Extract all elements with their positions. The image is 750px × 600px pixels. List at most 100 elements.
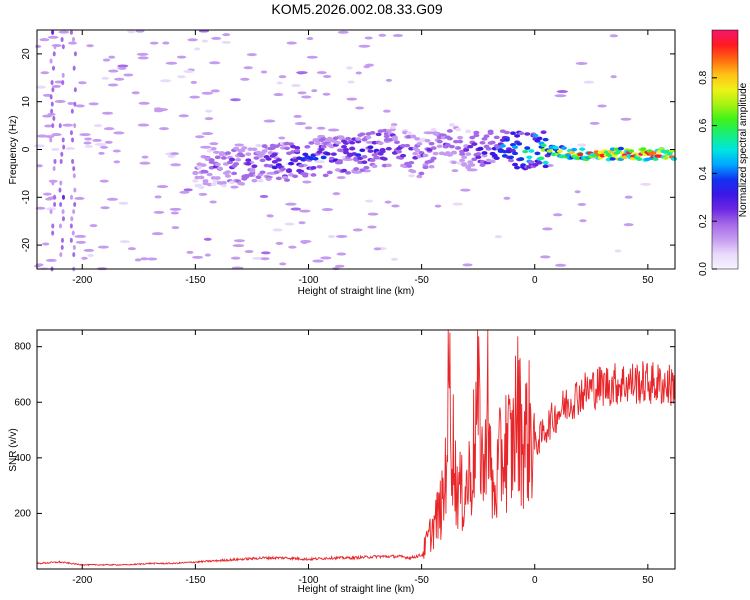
spectrogram-cell [422,165,429,170]
spectrogram-cell [493,156,500,160]
spectrogram-cell [51,147,60,151]
spectrogram-cell [320,256,332,260]
spectrogram-cell [35,263,44,267]
snr-panel: -200 -150 -100 -50 0 50 200 400 600 800 Height o… [8,329,676,595]
spectrogram-cell [53,44,57,50]
snr-plot-area [37,330,675,569]
spectrogram-cell [341,144,348,149]
spectrogram-cell [53,194,57,200]
spectrogram-cell [475,152,482,156]
spectrogram-cell [355,106,365,110]
spectrogram-cell [485,147,492,151]
spectrogram-cell [68,41,77,45]
spectrogram-cell [460,188,471,192]
spectrogram-cell [479,140,486,145]
spectrogram-cell [564,153,571,157]
spectrogram-cell [296,71,308,75]
spectrogram-cell [134,258,142,262]
spectrogram-cell [58,187,62,193]
spectrogram-cell [49,94,53,100]
spectrogram-cell [127,247,136,251]
spectrogram-cell [220,183,227,188]
spectrogram-cell [74,196,85,200]
spectrogram-cell [365,199,374,203]
spectrogram-cell [346,66,353,70]
spectrogram-cell [320,144,327,149]
spectrogram-cell [312,259,324,263]
snr-ylabel: SNR (v/v) [8,428,19,471]
spectrogram-cell [514,134,521,138]
spectrogram-cell [138,101,150,105]
spectrogram-cell [448,123,455,127]
snr-ytick-label: 400 [14,453,31,464]
spectrogram-cell [60,37,64,43]
spectrogram-cell [355,139,362,144]
spectrogram-cell [336,176,346,180]
spectrogram-cell [312,156,319,161]
spectrogram-cell [59,252,63,258]
spectrogram-cell [335,234,348,238]
spectrogram-cell [93,124,103,128]
spectrogram-cell [266,214,274,218]
spectrogram-cell [233,162,240,166]
spectrogram-cell [310,173,317,177]
spectrogram-cell [342,157,354,161]
spectrogram-cell [224,151,231,155]
spectrogram-cell [371,164,378,168]
spectrogram-cell [245,162,252,166]
spectrogram-cell [204,117,214,121]
spectrogram-cell [412,151,419,156]
spectrogram-cell [317,134,326,138]
spectrogram-cell [33,144,45,148]
spectrogram-cell [367,149,374,153]
spectrogram-cell [369,158,376,163]
spectrogram-cell [220,180,227,185]
spectrogram-cell [62,144,66,150]
spectrogram-cell [294,146,301,150]
spectrogram-cell [196,165,203,169]
spectrogram-cell [233,146,240,151]
spectrogram-ytick-label: 10 [21,96,32,108]
spectrogram-cell [385,146,392,151]
spectrogram-cell [230,256,241,260]
spectrogram-cell [556,149,563,154]
spectrogram-cell [257,154,264,158]
spectrogram-cell [156,185,169,189]
spectrogram-cell [249,167,256,171]
spectrogram-cell [230,98,241,102]
spectrogram-cell [379,149,386,154]
spectrogram-cell [45,197,53,201]
spectrogram-xtick-label: -100 [298,275,318,286]
spectrogram-cell [378,33,387,37]
spectrogram-cell [457,135,464,140]
spectrogram-cell [475,155,482,159]
spectrogram-cell [332,192,341,196]
spectrogram-cell [463,148,470,152]
spectrogram-cell [241,146,248,150]
spectrogram-cell [235,157,242,162]
spectrogram-cell [239,153,246,158]
spectrogram-cell [499,144,506,148]
spectrogram-cell [255,175,262,180]
spectrogram-cell [113,131,125,135]
spectrogram-cell [320,155,327,160]
spectrogram-cell [261,144,268,149]
spectrogram-cell [87,253,94,257]
spectrogram-cell [49,58,53,64]
spectrogram-cell [244,250,254,254]
spectrogram-cell [70,216,74,222]
spectrogram-cell [302,180,312,184]
spectrogram-cell [304,126,313,130]
spectrogram-cell [195,135,205,139]
spectrogram-cell [359,148,366,153]
spectrogram-cell [52,115,56,121]
spectrogram-cell [178,114,189,118]
spectrogram-cell [198,192,208,196]
spectrogram-cell [365,135,372,140]
spectrogram-cell [186,250,194,254]
spectrogram-cell [306,37,314,41]
spectrogram-cell [503,196,511,200]
spectrogram-cell [428,141,435,146]
spectrogram-cell [528,149,535,153]
spectrogram-cell [251,164,258,168]
